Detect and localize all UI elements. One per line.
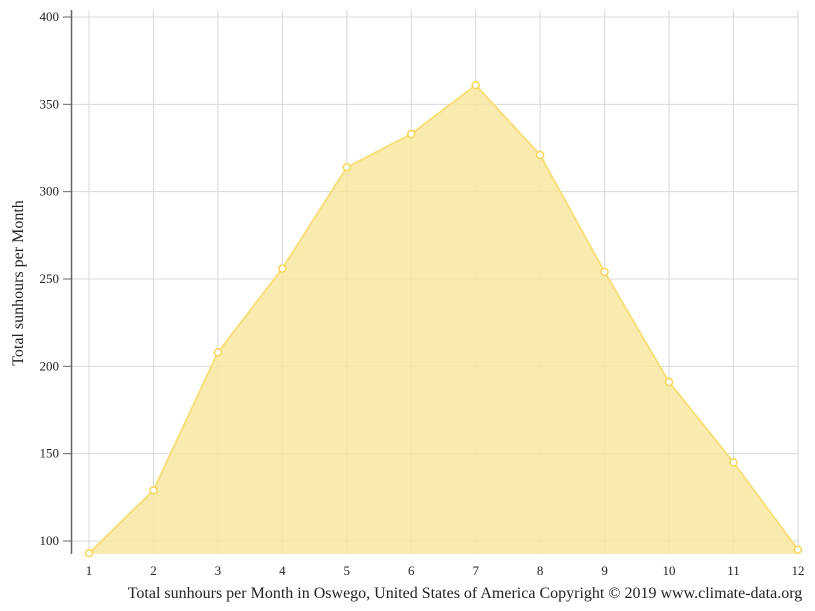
data-point <box>729 458 738 467</box>
data-point <box>793 545 803 554</box>
x-tick-label: 7 <box>472 563 479 578</box>
y-tick-label: 300 <box>40 184 60 199</box>
data-point <box>407 129 416 139</box>
data-point <box>213 348 223 357</box>
y-tick-label: 150 <box>40 446 60 461</box>
x-tick-label: 2 <box>150 563 157 578</box>
x-tick-label: 10 <box>663 563 676 578</box>
y-tick-label: 250 <box>40 271 60 286</box>
sunhours-line <box>88 83 799 554</box>
data-point <box>84 548 94 558</box>
y-axis-label: Total sunhours per Month <box>10 200 27 366</box>
x-tick-label: 5 <box>344 563 351 578</box>
x-axis: 1 2 3 4 5 6 7 8 9 10 11 12 <box>86 563 805 578</box>
x-tick-label: 9 <box>601 563 608 578</box>
data-point <box>664 377 674 387</box>
chart-title: Total sunhours per Month in Oswego, Unit… <box>128 585 802 602</box>
y-axis: 100 150 200 250 300 350 400 <box>40 9 73 554</box>
data-point <box>149 486 158 495</box>
data-point <box>342 162 352 172</box>
data-point <box>600 267 609 277</box>
y-tick-label: 100 <box>40 533 60 548</box>
x-tick-label: 12 <box>791 563 804 578</box>
data-point <box>471 80 480 90</box>
x-tick-label: 3 <box>215 563 222 578</box>
data-point <box>278 264 287 273</box>
y-tick-label: 200 <box>40 358 60 373</box>
data-point-markers <box>84 80 803 558</box>
x-tick-label: 6 <box>408 563 415 578</box>
x-tick-label: 11 <box>727 563 740 578</box>
x-tick-label: 8 <box>537 563 544 578</box>
y-tick-label: 400 <box>40 9 60 24</box>
x-tick-label: 1 <box>86 563 93 578</box>
x-tick-label: 4 <box>279 563 286 578</box>
y-tick-label: 350 <box>40 96 60 111</box>
data-point <box>535 150 545 160</box>
sunhours-area <box>89 85 798 555</box>
